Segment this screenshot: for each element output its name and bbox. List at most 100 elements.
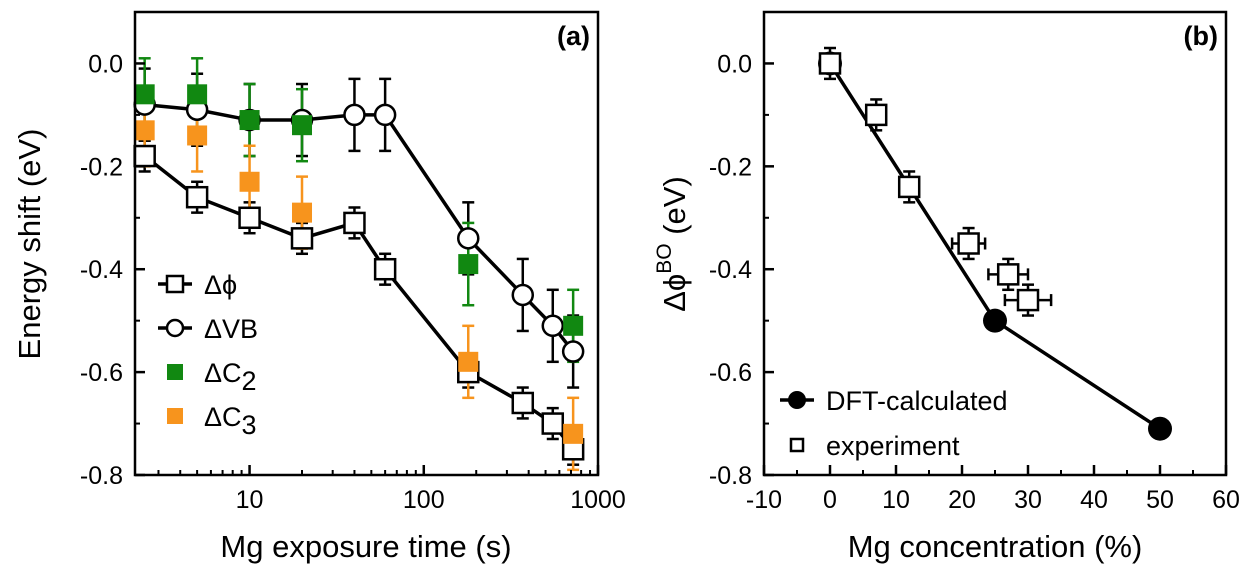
a-c3-markers [134,120,584,444]
b-legend-experiment: experiment [789,431,960,461]
b-experiment-point [897,175,921,199]
panel-a-frame [133,10,600,477]
a-vb-point [541,314,565,338]
a-series-point [290,227,314,250]
a-vb-point [343,103,366,127]
a-y-tick-label: -0.6 [80,359,123,387]
panel-b-legend: DFT-calculated experiment [780,386,1008,461]
b-legend-dft-calculated: DFT-calculated [780,386,1008,416]
a-legend-c3-label-subscript: 3 [242,410,257,440]
a-y-tick-label: 0.0 [88,50,123,78]
a-x-tick-label: 1000 [570,486,626,514]
a-series-point [373,257,397,281]
panel-b-y-axis-label-superscript: BO [653,243,676,273]
a-legend-series-marker [165,274,185,294]
a-series-line [143,154,575,451]
a-y-tick-label: -0.4 [80,256,123,284]
panel-b: 0.0-0.2-0.4-0.6-0.8-10 0 10 20 30 40 50 60 (b) … [653,10,1240,564]
a-legend-c3-label: ΔC3 [204,402,257,440]
a-legend-c2-label: ΔC2 [204,358,257,396]
a-x-tick-label: 100 [403,486,445,514]
a-c2-point [134,84,155,105]
a-legend-vb-marker [165,318,185,338]
b-legend-dft-calculated-marker [788,391,806,409]
a-c3-point [239,171,260,192]
a-legend-c3-label-base: ΔC [204,402,242,432]
b-legend-experiment-marker [789,437,805,453]
a-vb-point [457,227,480,250]
a-legend-c3-marker [167,408,183,424]
a-legend-vb-label-base: ΔVB [204,314,258,344]
b-dft-calculated-point [1148,416,1172,441]
panel-b-x-axis-label: Mg concentration (%) [848,529,1143,564]
a-series-markers [133,144,585,461]
a-series-point [133,144,156,168]
b-x-tick-label: -10 [746,486,782,514]
b-experiment-point [996,263,1020,286]
a-c2-markers [134,84,584,336]
a-y-tick-label: -0.2 [80,153,123,181]
b-experiment-point [957,232,980,255]
a-c2-point [563,315,584,336]
b-x-tick-label: 10 [882,486,910,514]
a-series-point [343,211,366,235]
a-legend-series: Δϕ [158,270,237,300]
a-legend-c2-label-base: ΔC [204,358,242,388]
a-series-point [511,391,535,415]
panel-a-y-axis-label: Energy shift (eV) [12,129,47,360]
b-x-tick-label: 50 [1146,486,1174,514]
b-x-tick-label: 30 [1014,486,1042,514]
a-c2-point [239,110,260,131]
a-c3-point [563,423,584,444]
b-experiment-point [1016,288,1040,312]
b-x-tick-label: 0 [823,486,837,514]
a-c2-point [458,254,479,275]
panel-a: 0.0 -0.2 -0.4 -0.6 -0.8 10 100 1000 (a) Mg expo… [12,10,626,564]
a-vb-point [561,340,585,363]
b-experiment-point [818,52,842,75]
a-x-tick-label: 10 [236,486,264,514]
panel-b-y-axis-label: ΔϕBO (eV) [653,176,692,312]
a-c3-point [187,125,208,146]
b-y-tick-label: 0.0 [717,50,752,78]
a-legend-c3: ΔC3 [167,402,257,440]
a-legend-series-label: Δϕ [204,270,237,300]
panel-b-y-axis-label-unit: (eV) [657,176,692,243]
b-y-tick-label: -0.8 [709,462,752,490]
b-dft-calculated-point [983,308,1007,333]
a-c3-point [134,120,155,141]
panel-a-plot-area [133,57,585,472]
a-legend-series-label-base: Δϕ [204,270,237,300]
b-legend-dft-calculated-label: DFT-calculated [826,386,1008,416]
a-legend-c2: ΔC2 [167,358,257,396]
a-legend-c2-marker [167,364,183,380]
b-legend-experiment-label: experiment [826,431,960,461]
b-experiment-point [864,103,888,127]
b-y-tick-label: -0.4 [709,256,752,284]
b-y-tick-label: -0.6 [709,359,752,387]
panel-b-label: (b) [1184,21,1218,51]
a-legend-vb: ΔVB [158,314,258,344]
a-series-point [238,206,261,230]
a-c3-point [292,202,313,223]
a-legend-vb-label: ΔVB [204,314,258,344]
panel-b-ticks: 0.0 -0.2 -0.4 -0.6 -0.8-10 0 10 20 30 40 50 60 [709,50,1240,514]
a-vb-point [511,283,535,307]
a-c2-point [187,84,208,105]
b-x-tick-label: 40 [1080,486,1108,514]
a-c3-point [458,351,479,372]
a-vb-line [144,102,575,353]
a-series-point [185,185,209,209]
a-legend-c2-label-subscript: 2 [242,366,257,396]
b-experiment-markers [818,52,1040,312]
a-vb-point [373,103,397,127]
panel-a-label: (a) [557,21,590,51]
a-c2-point [292,115,313,136]
b-x-tick-label: 20 [948,486,976,514]
panel-b-y-axis-label-base: Δϕ [657,274,692,312]
panel-b-plot-area [818,46,1172,441]
a-series-point [541,412,565,435]
b-y-tick-label: -0.2 [709,153,752,181]
